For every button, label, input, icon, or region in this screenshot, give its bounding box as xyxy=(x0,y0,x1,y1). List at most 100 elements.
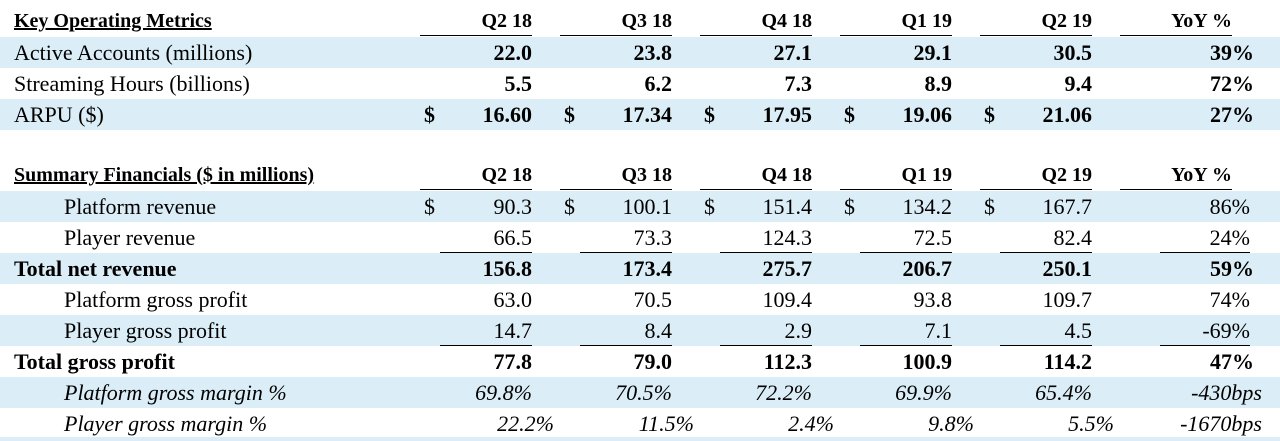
value-cell: 90.3 xyxy=(493,194,533,219)
col-header: Q2 19 xyxy=(1041,164,1092,186)
table-row: Active Accounts (millions) 22.0 23.8 27.… xyxy=(0,37,1280,68)
row-label: ARPU ($) xyxy=(14,102,104,127)
header-underline xyxy=(1120,189,1232,190)
header-underline xyxy=(420,35,532,36)
value-cell: 14.7 xyxy=(493,318,533,343)
header-underline xyxy=(700,189,812,190)
value-cell: 167.7 xyxy=(1042,194,1093,219)
yoy-cell: 39% xyxy=(1210,40,1254,65)
subtotal-rule xyxy=(720,252,812,253)
subtotal-rule xyxy=(860,252,952,253)
value-cell: 70.5 xyxy=(633,287,673,312)
value-cell: 4.5 xyxy=(1064,318,1093,343)
value-cell: 275.7 xyxy=(762,256,813,281)
value-cell: 23.8 xyxy=(633,40,673,65)
yoy-cell: 86% xyxy=(1209,194,1250,219)
value-cell: 156.8 xyxy=(482,256,533,281)
yoy-cell: -1670bps xyxy=(1180,411,1262,436)
value-cell: 124.3 xyxy=(762,225,813,250)
value-cell: 30.5 xyxy=(1053,40,1093,65)
header-underline xyxy=(840,189,952,190)
value-cell: 73.3 xyxy=(633,225,673,250)
table-row: Platform revenue $ $ $ $ $ 90.3 100.1 15… xyxy=(0,191,1280,222)
row-label: Player gross profit xyxy=(64,318,227,343)
value-cell: 100.9 xyxy=(902,349,953,374)
yoy-cell: 47% xyxy=(1210,349,1254,374)
table-row: Streaming Hours (billions) 5.5 6.2 7.3 8… xyxy=(0,68,1280,99)
currency-symbol: $ xyxy=(564,194,575,219)
value-cell: 65.4% xyxy=(1035,380,1092,405)
col-header: YoY % xyxy=(1171,10,1232,32)
yoy-cell: 74% xyxy=(1209,287,1250,312)
row-label: Total net revenue xyxy=(14,256,177,281)
currency-symbol: $ xyxy=(984,102,995,127)
value-cell: 9.8% xyxy=(928,411,974,436)
bottom-band xyxy=(0,437,1280,441)
value-cell: 82.4 xyxy=(1053,225,1093,250)
col-header: YoY % xyxy=(1171,164,1232,186)
value-cell: 93.8 xyxy=(913,287,953,312)
value-cell: 21.06 xyxy=(1042,102,1093,127)
currency-symbol: $ xyxy=(844,194,855,219)
yoy-cell: -430bps xyxy=(1191,380,1262,405)
header-underline xyxy=(980,189,1092,190)
subtotal-rule xyxy=(580,252,672,253)
value-cell: 79.0 xyxy=(633,349,673,374)
col-header: Q2 19 xyxy=(1041,10,1092,32)
value-cell: 72.5 xyxy=(913,225,953,250)
currency-symbol: $ xyxy=(844,102,855,127)
value-cell: 206.7 xyxy=(902,256,953,281)
value-cell: 70.5% xyxy=(615,380,672,405)
row-label: Platform revenue xyxy=(64,194,217,219)
value-cell: 63.0 xyxy=(493,287,533,312)
value-cell: 16.60 xyxy=(482,102,533,127)
col-header: Q1 19 xyxy=(901,164,952,186)
table-row: Player gross profit 14.7 8.4 2.9 7.1 4.5… xyxy=(0,315,1280,346)
col-header: Q3 18 xyxy=(621,164,672,186)
header-underline xyxy=(840,35,952,36)
financials-header-row: Summary Financials ($ in millions) Q2 18… xyxy=(0,160,1280,191)
row-label: Platform gross margin % xyxy=(64,380,287,405)
col-header: Q3 18 xyxy=(621,10,672,32)
subtotal-rule xyxy=(860,345,952,346)
value-cell: 2.4% xyxy=(788,411,834,436)
value-cell: 7.3 xyxy=(784,71,813,96)
value-cell: 151.4 xyxy=(762,194,813,219)
yoy-cell: 27% xyxy=(1210,102,1254,127)
value-cell: 17.34 xyxy=(622,102,673,127)
table-row: Platform gross margin % 69.8% 70.5% 72.2… xyxy=(0,377,1280,408)
yoy-cell: 72% xyxy=(1210,71,1254,96)
currency-symbol: $ xyxy=(704,102,715,127)
value-cell: 9.4 xyxy=(1064,71,1093,96)
currency-symbol: $ xyxy=(424,102,435,127)
operating-title: Key Operating Metrics xyxy=(14,10,212,32)
yoy-cell: -69% xyxy=(1202,318,1250,343)
value-cell: 69.9% xyxy=(895,380,952,405)
row-label: Active Accounts (millions) xyxy=(14,40,253,65)
subtotal-rule xyxy=(1000,252,1092,253)
row-label: Platform gross profit xyxy=(64,287,248,312)
value-cell: 112.3 xyxy=(763,349,812,374)
value-cell: 134.2 xyxy=(902,194,953,219)
value-cell: 8.4 xyxy=(644,318,673,343)
table-row: Platform gross profit 63.0 70.5 109.4 93… xyxy=(0,284,1280,315)
subtotal-rule xyxy=(440,252,532,253)
table-row: Total net revenue 156.8 173.4 275.7 206.… xyxy=(0,253,1280,284)
subtotal-rule xyxy=(580,345,672,346)
value-cell: 17.95 xyxy=(762,102,813,127)
value-cell: 8.9 xyxy=(924,71,953,96)
value-cell: 27.1 xyxy=(773,40,813,65)
currency-symbol: $ xyxy=(424,194,435,219)
subtotal-rule xyxy=(1160,345,1250,346)
value-cell: 5.5 xyxy=(504,71,533,96)
value-cell: 109.7 xyxy=(1042,287,1093,312)
table-row: Total gross profit 77.8 79.0 112.3 100.9… xyxy=(0,346,1280,377)
value-cell: 2.9 xyxy=(784,318,813,343)
value-cell: 5.5% xyxy=(1068,411,1114,436)
header-underline xyxy=(1120,35,1232,36)
value-cell: 72.2% xyxy=(755,380,812,405)
value-cell: 11.5% xyxy=(638,411,694,436)
currency-symbol: $ xyxy=(564,102,575,127)
col-header: Q4 18 xyxy=(761,10,812,32)
table-row: ARPU ($) $ $ $ $ $ 16.60 17.34 17.95 19.… xyxy=(0,99,1280,130)
